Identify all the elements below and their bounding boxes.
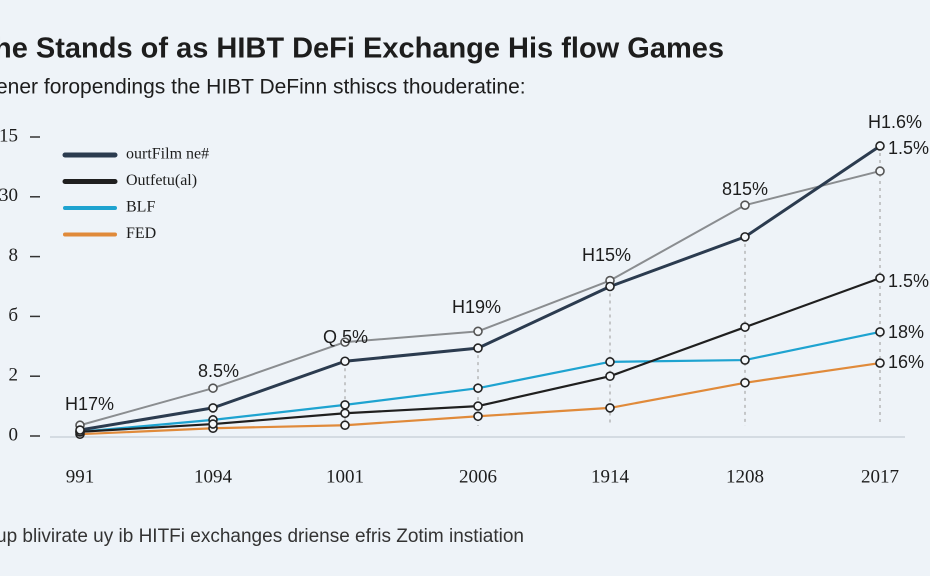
y-tick-label: 2 — [9, 365, 19, 386]
point-marker — [473, 326, 483, 337]
point-marker — [875, 141, 885, 151]
point-marker — [208, 383, 218, 393]
annotation: 1.5% — [888, 138, 929, 158]
annotation: 18% — [888, 322, 924, 342]
x-tick-label: 1208 — [726, 466, 764, 487]
annotation: 1.5% — [888, 271, 929, 291]
point-marker — [740, 377, 750, 388]
point-marker — [740, 355, 750, 365]
point-marker — [875, 358, 885, 368]
point-marker — [473, 343, 483, 353]
x-tick-label: 991 — [66, 466, 95, 487]
point-marker — [875, 166, 885, 176]
annotation: H15% — [582, 245, 631, 265]
annotation: 16% — [888, 352, 924, 372]
x-tick-label: 1001 — [326, 466, 364, 487]
footnote: up blivirate uy ib HITFi exchanges drien… — [0, 526, 524, 547]
point-marker — [605, 371, 615, 382]
legend-label: FED — [126, 225, 156, 242]
legend-label: ourtFilm ne# — [126, 146, 209, 163]
point-marker — [605, 281, 615, 292]
y-tick-label: б — [8, 305, 18, 326]
point-marker — [340, 356, 350, 367]
point-marker — [875, 273, 885, 283]
x-tick-label: 1914 — [591, 466, 630, 487]
legend-label: BLF — [126, 199, 155, 216]
point-marker — [473, 383, 483, 393]
annotation: H19% — [452, 297, 501, 317]
point-marker — [340, 408, 350, 419]
point-marker — [75, 425, 85, 435]
y-tick-label: 0 — [9, 424, 19, 445]
point-marker — [473, 411, 483, 422]
point-marker — [605, 357, 615, 367]
point-marker — [340, 337, 350, 347]
x-tick-label: 2006 — [459, 466, 497, 487]
point-marker — [208, 403, 218, 413]
point-marker — [605, 403, 615, 413]
point-marker — [340, 400, 350, 410]
annotation: H1.6% — [868, 112, 922, 132]
y-tick-label: 30 — [0, 185, 18, 206]
x-tick-label: 1094 — [194, 466, 233, 487]
point-marker — [740, 200, 750, 210]
point-marker — [340, 420, 350, 431]
point-marker — [208, 419, 218, 429]
annotation: H17% — [65, 394, 114, 414]
point-marker — [740, 232, 750, 242]
annotation: 8.5% — [198, 361, 239, 381]
y-tick-label: 8 — [9, 245, 19, 266]
annotation: 815% — [722, 179, 768, 199]
chart-title: he Stands of as HIBT DeFi Exchange His f… — [0, 33, 724, 65]
point-marker — [473, 401, 483, 411]
legend-label: Outfetu(al) — [126, 172, 197, 189]
x-tick-label: 2017 — [861, 466, 899, 487]
point-marker — [875, 327, 885, 337]
point-marker — [740, 322, 750, 332]
annotation: Q 5% — [323, 327, 368, 347]
chart-subtitle: ener foropendings the HIBT DeFinn sthisc… — [0, 76, 526, 99]
y-tick-label: 15 — [0, 125, 18, 146]
